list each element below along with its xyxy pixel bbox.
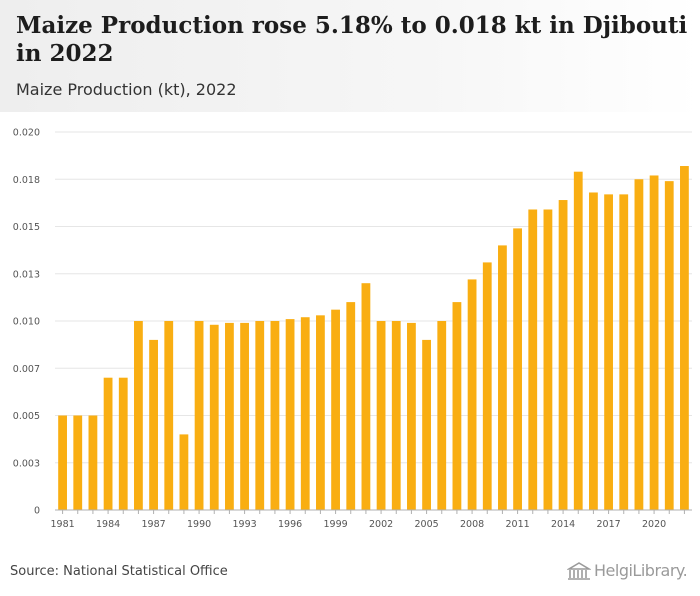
bar-1987[interactable] (149, 339, 158, 510)
bar-2000[interactable] (346, 302, 356, 510)
bar-1998[interactable] (316, 315, 325, 510)
bar-1988[interactable] (164, 321, 174, 510)
bar-1994[interactable] (255, 321, 265, 510)
x-tick-label: 2002 (369, 519, 393, 530)
bar-1999[interactable] (331, 309, 340, 510)
bar-2004[interactable] (407, 322, 416, 510)
x-tick-label: 2017 (596, 519, 620, 530)
bar-1992[interactable] (225, 322, 234, 510)
bar-2014[interactable] (558, 200, 568, 510)
y-tick-label: 0 (34, 506, 40, 517)
bar-2011[interactable] (513, 228, 522, 510)
y-axis-labels: 0 0.003 0.005 0.007 0.010 0.013 0.015 0.018 0.02… (13, 128, 40, 517)
bar-2018[interactable] (619, 194, 629, 510)
y-tick-label: 0.010 (13, 317, 40, 328)
x-tick-label: 1981 (50, 519, 74, 530)
bar-1982[interactable] (73, 415, 83, 511)
x-axis (55, 509, 692, 514)
bar-1989[interactable] (179, 434, 189, 510)
bar-2008[interactable] (467, 279, 477, 510)
bar-2016[interactable] (589, 192, 598, 510)
bar-2022[interactable] (680, 166, 689, 510)
x-tick-label: 1996 (278, 519, 302, 530)
bar-2001[interactable] (361, 283, 371, 510)
y-tick-label: 0.015 (13, 222, 40, 233)
bar-2007[interactable] (452, 302, 462, 510)
bar-1991[interactable] (209, 324, 219, 510)
x-axis-labels: 1981 1984 1987 1990 1993 1996 1999 2002 2005 2008… (50, 519, 666, 530)
bar-2002[interactable] (376, 321, 386, 510)
bar-1983[interactable] (88, 415, 98, 511)
bar-2015[interactable] (573, 171, 583, 510)
bar-1986[interactable] (134, 321, 143, 510)
bar-2005[interactable] (422, 339, 431, 510)
library-building-icon (567, 561, 591, 580)
bar-1997[interactable] (300, 317, 310, 510)
bars (58, 166, 689, 510)
x-tick-label: 1984 (96, 519, 120, 530)
bar-2012[interactable] (528, 209, 538, 510)
x-tick-label: 2020 (642, 519, 666, 530)
x-tick-label: 2014 (551, 519, 575, 530)
bar-1995[interactable] (270, 321, 280, 510)
bar-1984[interactable] (103, 377, 113, 510)
x-tick-label: 2011 (505, 519, 529, 530)
bar-1985[interactable] (118, 377, 128, 510)
x-tick-label: 2005 (414, 519, 438, 530)
bar-2013[interactable] (543, 209, 553, 510)
x-tick-label: 1993 (232, 519, 256, 530)
source-note: Source: National Statistical Office (10, 564, 228, 579)
x-tick-label: 1987 (141, 519, 165, 530)
y-tick-label: 0.005 (13, 411, 40, 422)
gridlines (55, 131, 692, 464)
y-tick-label: 0.007 (13, 364, 40, 375)
bar-2017[interactable] (604, 194, 613, 510)
helgilibrary-logo[interactable]: HelgiLibrary. (567, 561, 688, 580)
bar-2009[interactable] (482, 262, 492, 510)
bar-2010[interactable] (498, 245, 507, 510)
x-tick-label: 2008 (460, 519, 484, 530)
bar-2020[interactable] (649, 175, 659, 510)
logo-text: HelgiLibrary. (594, 561, 688, 580)
bar-1981[interactable] (58, 415, 67, 511)
chart-subtitle: Maize Production (kt), 2022 (16, 80, 237, 99)
chart-title: Maize Production rose 5.18% to 0.018 kt … (16, 12, 688, 67)
x-tick-label: 1999 (323, 519, 347, 530)
y-tick-label: 0.013 (13, 269, 40, 280)
bar-1993[interactable] (240, 322, 249, 510)
bar-2006[interactable] (437, 321, 447, 510)
bar-chart: 0 0.003 0.005 0.007 0.010 0.013 0.015 0.018 0.02… (13, 128, 692, 530)
bar-1990[interactable] (194, 321, 204, 510)
bar-2003[interactable] (391, 321, 401, 510)
y-tick-label: 0.020 (13, 128, 40, 139)
bar-2021[interactable] (664, 181, 674, 510)
y-tick-label: 0.018 (13, 175, 40, 186)
header-band: Maize Production rose 5.18% to 0.018 kt … (0, 0, 700, 112)
y-tick-label: 0.003 (13, 458, 40, 469)
x-tick-label: 1990 (187, 519, 211, 530)
bar-1996[interactable] (285, 319, 295, 510)
bar-2019[interactable] (634, 179, 644, 510)
